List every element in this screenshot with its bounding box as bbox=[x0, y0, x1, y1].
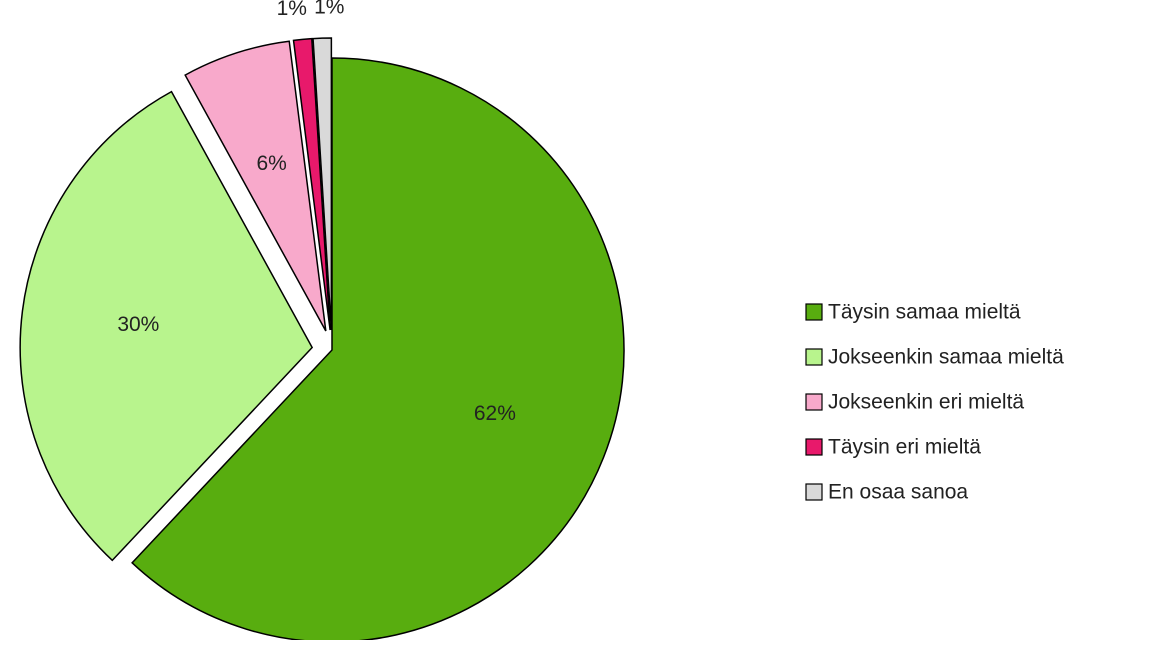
legend-label: Jokseenkin samaa mieltä bbox=[828, 346, 1064, 369]
pie-slice bbox=[19, 90, 314, 562]
data-label: 30% bbox=[117, 313, 159, 336]
legend-label: Täysin eri mieltä bbox=[828, 436, 981, 459]
pie-slice bbox=[292, 37, 331, 331]
legend-swatch bbox=[805, 438, 823, 456]
legend-swatch bbox=[805, 483, 823, 501]
pie-slice bbox=[312, 37, 333, 331]
data-label: 1% bbox=[314, 0, 344, 19]
data-label: 1% bbox=[277, 0, 307, 20]
data-label: 6% bbox=[257, 152, 287, 175]
legend-label: Jokseenkin eri mieltä bbox=[828, 391, 1024, 414]
legend-swatch bbox=[805, 303, 823, 321]
pie-slice bbox=[131, 57, 625, 643]
legend-swatch bbox=[805, 393, 823, 411]
legend-label: En osaa sanoa bbox=[828, 481, 968, 504]
pie-slice bbox=[184, 40, 327, 332]
data-label: 62% bbox=[474, 402, 516, 425]
legend-swatch bbox=[805, 348, 823, 366]
legend-label: Täysin samaa mieltä bbox=[828, 301, 1021, 324]
